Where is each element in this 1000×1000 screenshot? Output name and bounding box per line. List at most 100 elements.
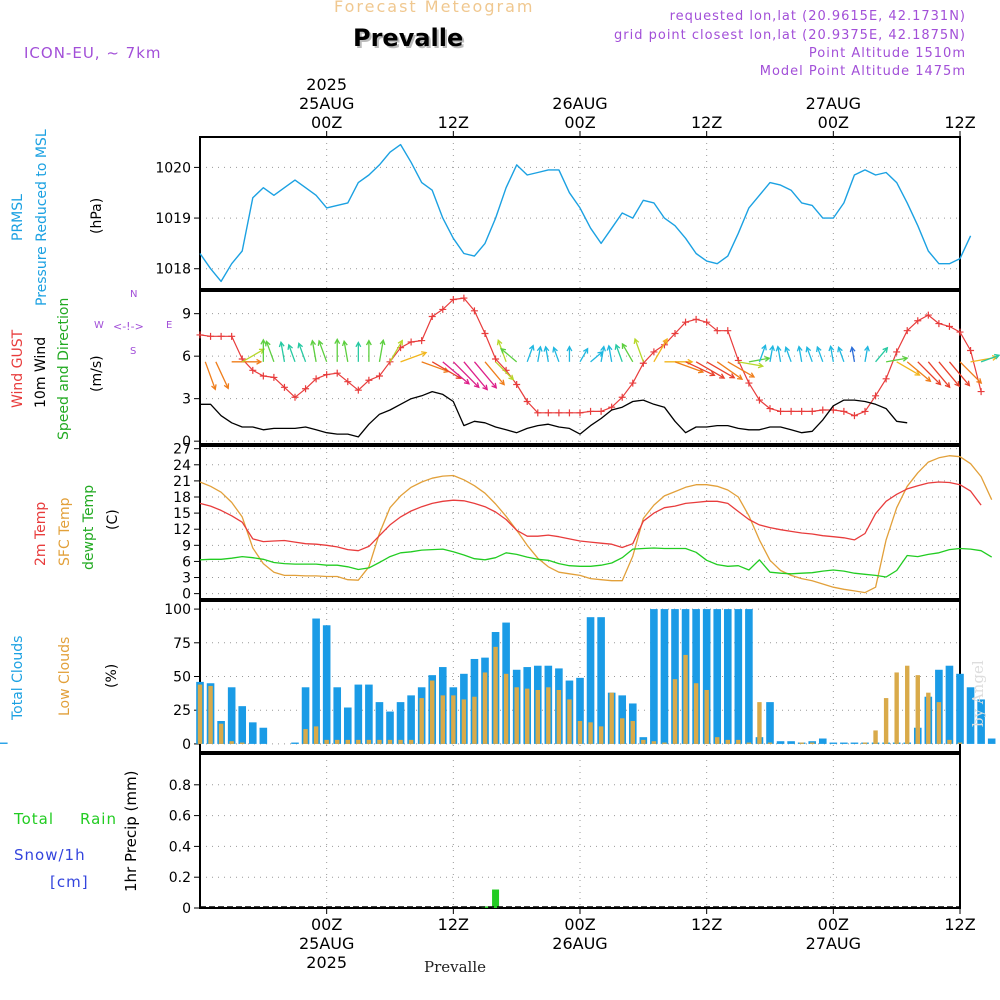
- gust-point: [967, 347, 975, 354]
- wind-arrow-head: [397, 339, 403, 346]
- low-cloud-bar: [430, 680, 435, 744]
- y-tick-label: 27: [173, 442, 191, 458]
- wind-arrow-head: [528, 344, 535, 351]
- wind-arrow-shaft: [875, 347, 888, 363]
- total-cloud-bar: [671, 609, 679, 744]
- wind-arrow-head: [935, 379, 942, 386]
- y-tick-label: 75: [173, 636, 191, 652]
- total-cloud-bar: [692, 609, 700, 744]
- y-tick-label: 0.6: [169, 809, 191, 825]
- wind-arrow-head: [925, 376, 932, 383]
- gust-point: [196, 331, 204, 339]
- time-axis-bottom-label: 00Z: [564, 915, 595, 934]
- total-cloud-bar: [787, 741, 795, 744]
- gust-point: [629, 379, 637, 387]
- wind-arrow-head: [543, 345, 550, 352]
- low-cloud-bar: [408, 739, 414, 744]
- wind-arrow-head: [223, 383, 230, 390]
- label-rain: Rain: [80, 810, 117, 828]
- wind-arrow-head: [491, 382, 498, 389]
- wind-arrow: [864, 345, 870, 362]
- low-cloud-bar: [630, 720, 635, 744]
- low-cloud-bar: [218, 723, 224, 744]
- low-cloud-bar: [556, 689, 562, 744]
- wind-arrow: [796, 345, 803, 362]
- gust-line: [199, 297, 982, 417]
- compass-arrows: <-!->: [113, 320, 144, 333]
- y-tick-label: 0: [182, 737, 191, 753]
- y-tick-label: 1019: [155, 211, 191, 227]
- wind-arrow: [606, 344, 613, 362]
- wind-arrow-shaft: [473, 361, 497, 389]
- wind-arrow-head: [265, 340, 271, 347]
- wind-arrow: [875, 346, 889, 363]
- gust-point: [217, 332, 225, 340]
- total-cloud-bar: [238, 706, 247, 744]
- gust-point: [587, 407, 595, 415]
- wind-arrow-head: [994, 353, 1000, 360]
- wind-arrow: [896, 361, 921, 376]
- wind-arrow: [500, 347, 518, 363]
- gust-point: [650, 348, 658, 356]
- total-cloud-bar: [977, 699, 985, 744]
- label-total: Total: [14, 810, 55, 828]
- wind-arrow-head: [709, 370, 716, 377]
- wind-arrow-head: [816, 345, 822, 353]
- gust-point: [893, 348, 901, 356]
- wind-arrow-shaft: [748, 357, 770, 363]
- wind-arrow-shaft: [431, 361, 462, 379]
- low-cloud-bar: [704, 689, 709, 744]
- panel-pressure: 1018 1019 1020: [155, 136, 961, 290]
- gust-point: [523, 398, 531, 405]
- wind-arrow: [552, 346, 560, 363]
- y-tick-label: 0.8: [169, 778, 191, 794]
- y-tick-label: 0.4: [169, 839, 191, 855]
- y-tick-label: 24: [173, 458, 191, 474]
- low-cloud-bar: [472, 696, 477, 744]
- low-cloud-bar: [883, 698, 889, 744]
- total-cloud-bar: [248, 722, 257, 744]
- wind-arrow-shaft: [634, 338, 644, 363]
- wind-arrow-shaft: [343, 341, 349, 362]
- wind-arrow-shaft: [311, 340, 317, 362]
- wind-arrow-shaft: [948, 361, 970, 387]
- gust-point: [407, 338, 415, 346]
- gust-point: [840, 407, 848, 415]
- low-cloud-bar: [461, 699, 467, 744]
- gust-point: [492, 355, 500, 363]
- wind-arrow: [463, 361, 489, 391]
- wind-arrow-head: [496, 338, 503, 346]
- wind-arrow-head: [355, 341, 362, 348]
- location-title: Prevalle: [353, 24, 464, 52]
- model-altitude: Model Point Altitude 1475m: [759, 64, 966, 79]
- wind-arrow: [784, 346, 792, 363]
- total-cloud-bar: [586, 617, 595, 744]
- wind-arrow-head: [736, 374, 744, 380]
- wind-arrow: [378, 338, 386, 362]
- footer-location: Prevalle: [424, 958, 487, 976]
- wind-arrow-head: [748, 372, 756, 378]
- wind-arrow-head: [365, 339, 372, 346]
- low-cloud-bar: [208, 685, 213, 744]
- wind-arrow-shaft: [685, 361, 715, 376]
- low-cloud-bar: [810, 742, 815, 744]
- wind-arrow-head: [278, 340, 285, 348]
- gust-point: [734, 356, 742, 364]
- wind-arrow: [566, 345, 573, 362]
- total-cloud-bar: [776, 741, 785, 744]
- y-tick-label: 6: [182, 554, 191, 570]
- gust-point: [914, 317, 922, 325]
- wind-arrow: [473, 361, 498, 389]
- wind-arrow-head: [211, 384, 217, 391]
- total-cloud-bar: [301, 687, 310, 744]
- low-cloud-bar: [620, 718, 625, 744]
- wind-arrow: [621, 342, 634, 363]
- wind-arrow-head: [310, 339, 317, 346]
- requested-coords: requested lon,lat (20.9615E, 42.1731N): [669, 9, 966, 24]
- total-cloud-bar: [829, 742, 838, 744]
- gust-point: [956, 328, 964, 336]
- wind-arrow: [706, 361, 736, 379]
- y-tick-label: 1018: [155, 262, 191, 278]
- wind-arrow-shaft: [738, 361, 763, 367]
